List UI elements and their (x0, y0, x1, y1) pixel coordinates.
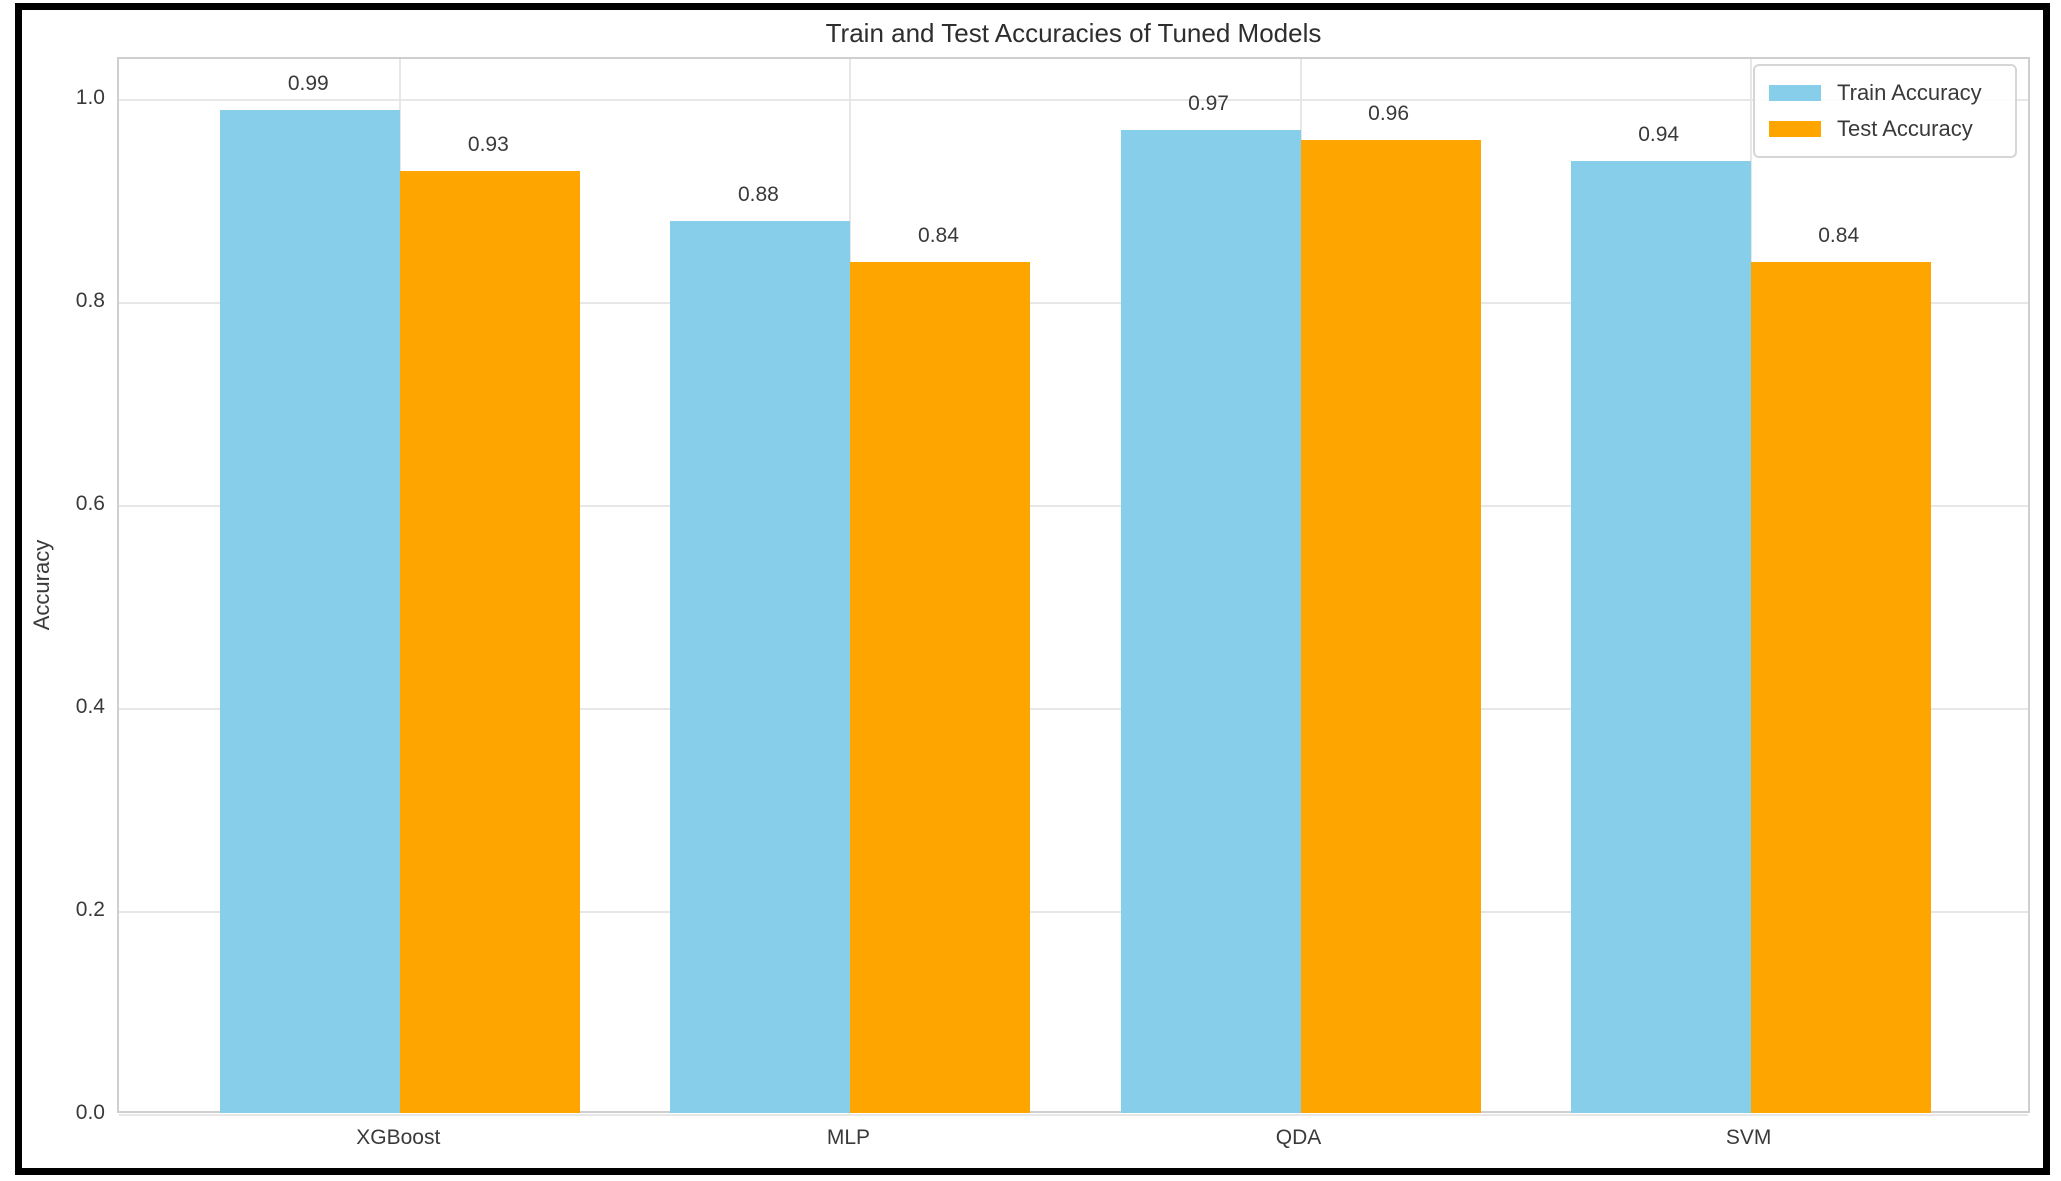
bar-value-label: 0.93 (467, 132, 509, 156)
bar-value-label: 0.97 (1188, 92, 1229, 116)
h-gridline (119, 301, 2028, 304)
x-tick-label: MLP (826, 1126, 871, 1149)
bar-train-accuracy-mlp (670, 221, 851, 1113)
h-gridline (119, 504, 2028, 507)
figure-frame (15, 3, 2050, 1175)
legend-label: Test Accuracy (1837, 116, 1973, 141)
y-tick-label: 0.8 (75, 288, 105, 312)
bar-value-label: 0.84 (1818, 224, 1860, 248)
y-tick-label: 0.2 (75, 897, 105, 921)
legend-swatch (1769, 121, 1821, 137)
y-tick-label: 0.6 (75, 491, 105, 515)
bar-value-label: 0.84 (918, 224, 959, 248)
bar-test-accuracy-xgboost (400, 170, 581, 1113)
plot-area: Train Accuracy Test Accuracy (117, 57, 2030, 1116)
h-gridline (119, 98, 2028, 101)
y-tick-label: 0.0 (75, 1101, 105, 1124)
bar-train-accuracy-svm (1570, 160, 1751, 1113)
bar-test-accuracy-mlp (850, 262, 1031, 1113)
bar-value-label: 0.94 (1638, 122, 1680, 146)
bar-value-label: 0.96 (1368, 102, 1410, 126)
legend-swatch (1769, 85, 1821, 101)
h-gridline (119, 910, 2028, 913)
y-tick-label: 0.4 (75, 694, 105, 718)
bar-test-accuracy-svm (1750, 262, 1931, 1113)
bar-value-label: 0.99 (287, 71, 329, 95)
x-tick-label: SVM (1725, 1126, 1772, 1149)
legend-item: Test Accuracy (1769, 114, 2001, 144)
bar-test-accuracy-qda (1300, 140, 1481, 1113)
bar-value-label: 0.88 (737, 183, 779, 207)
x-tick-label: XGBoost (356, 1126, 441, 1149)
y-tick-label: 1.0 (75, 85, 105, 109)
x-tick-label: QDA (1275, 1126, 1322, 1149)
bar-train-accuracy-xgboost (220, 109, 401, 1113)
bar-train-accuracy-qda (1120, 130, 1301, 1113)
h-gridline (119, 707, 2028, 710)
legend-label: Train Accuracy (1837, 80, 1982, 105)
legend: Train Accuracy Test Accuracy (1753, 64, 2017, 158)
chart-title: Train and Test Accuracies of Tuned Model… (825, 18, 1322, 48)
legend-item: Train Accuracy (1769, 78, 2001, 108)
h-gridline (119, 1114, 2028, 1116)
